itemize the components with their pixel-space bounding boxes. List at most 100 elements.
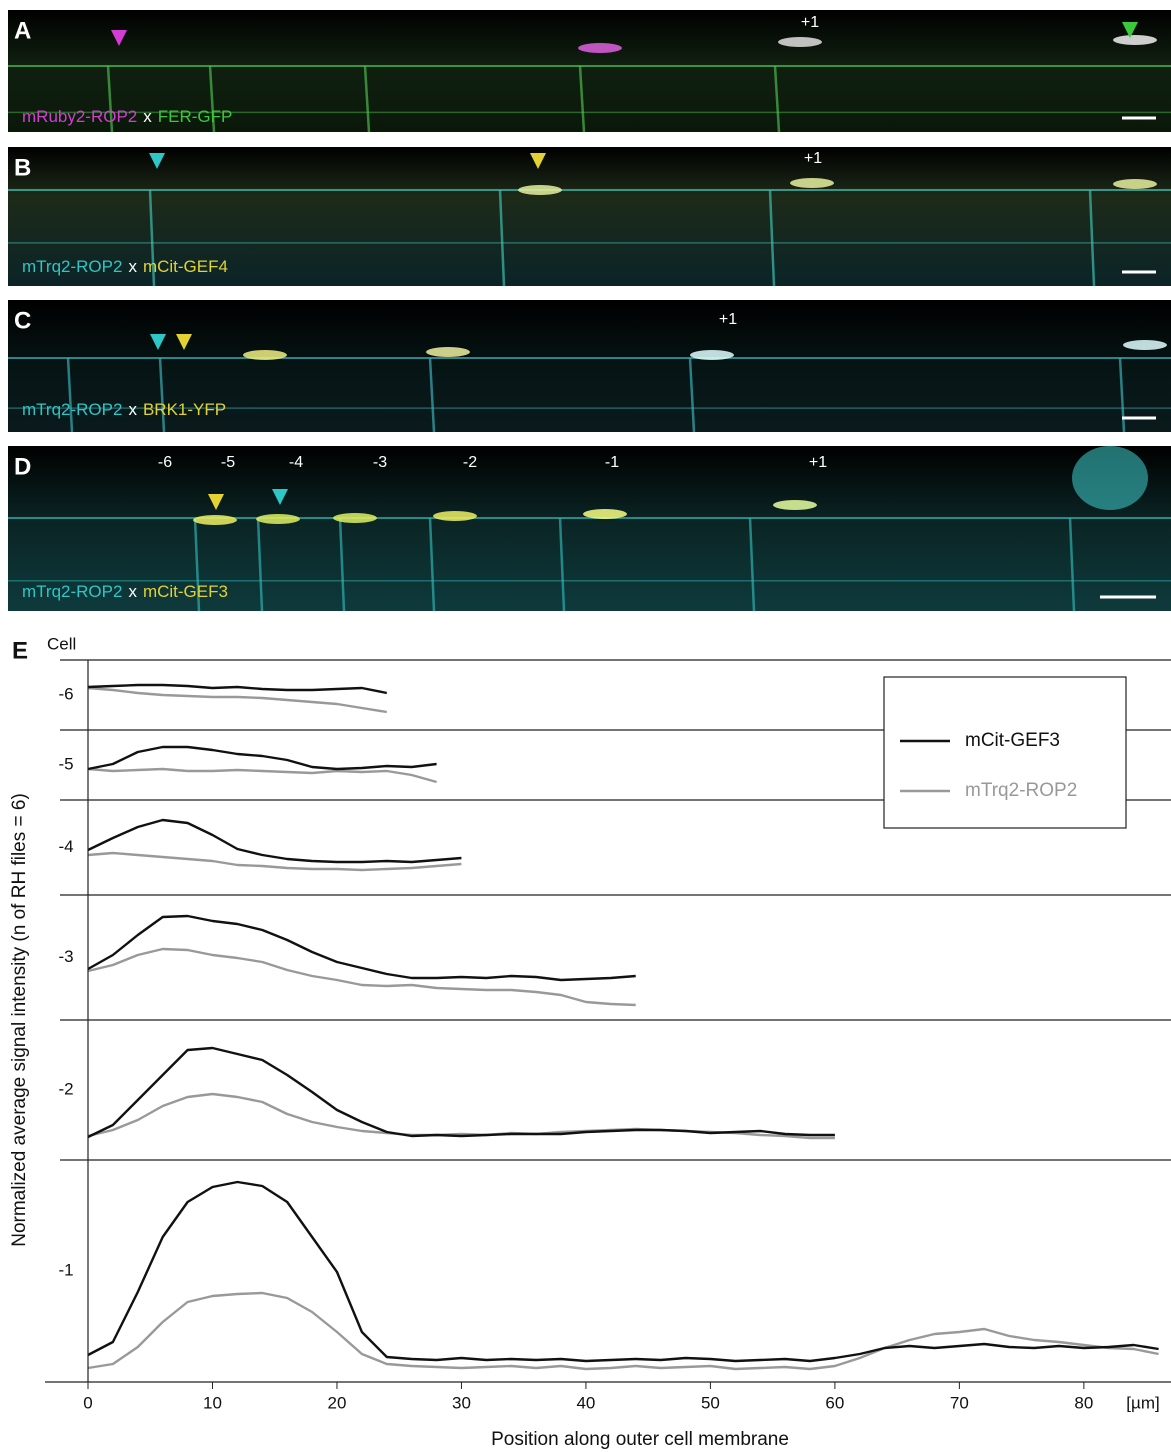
caption-part: mCit-GEF4 [143, 257, 228, 276]
signal-cap [790, 178, 834, 188]
cell-wall [208, 65, 216, 133]
cell-wall [578, 65, 586, 133]
caption-part: x [128, 582, 137, 601]
arrowhead [530, 153, 546, 169]
signal-cap [243, 350, 287, 360]
caption-part: mTrq2-ROP2 [22, 582, 122, 601]
cell-wall [148, 189, 156, 287]
signal-cap [193, 515, 237, 525]
micrograph [8, 10, 1171, 132]
intensity-line [87, 947, 636, 1007]
panel-label: D [14, 453, 31, 480]
panel-label: C [14, 307, 31, 334]
cell-wall [428, 357, 436, 433]
signal-cap [778, 37, 822, 47]
micrograph [8, 147, 1171, 286]
caption-part: x [128, 257, 137, 276]
arrowhead [208, 494, 224, 510]
channel-caption: mRuby2-ROP2 x FER-GFP [22, 107, 232, 126]
cell-wall [498, 189, 506, 287]
signal-cap [1072, 446, 1148, 510]
cell-wall [193, 517, 201, 612]
cell-wall [428, 517, 436, 612]
x-tick-label: 50 [701, 1393, 720, 1412]
signal-cap [690, 350, 734, 360]
channel-caption: mTrq2-ROP2 x BRK1-YFP [22, 400, 226, 419]
cell-wall [158, 357, 166, 433]
micrograph [8, 446, 1171, 611]
intensity-line [87, 683, 388, 695]
row-label: -4 [58, 837, 73, 856]
signal-cap [583, 509, 627, 519]
cell-wall [66, 357, 74, 433]
arrowhead [176, 334, 192, 350]
intensity-line [87, 1046, 835, 1139]
caption-part: x [143, 107, 152, 126]
cell-wall [773, 65, 781, 133]
row-label: -2 [58, 1079, 73, 1098]
panel-label: A [14, 17, 31, 44]
cell-number: -5 [221, 454, 235, 471]
cell-wall [1118, 357, 1126, 433]
cell-wall [256, 517, 264, 612]
panel-label: E [12, 637, 28, 664]
caption-part: mCit-GEF3 [143, 582, 228, 601]
cell-number: +1 [801, 14, 819, 31]
intensity-line [87, 914, 636, 982]
row-header: Cell [47, 634, 76, 653]
intensity-line [87, 745, 437, 771]
x-axis-title: Position along outer cell membrane [491, 1429, 789, 1450]
channel-caption: mTrq2-ROP2 x mCit-GEF4 [22, 257, 228, 276]
caption-part: BRK1-YFP [143, 400, 226, 419]
legend: mCit-GEF3 mTrq2-ROP2 [883, 676, 1127, 829]
cell-number: -6 [158, 454, 172, 471]
signal-cap [578, 43, 622, 53]
legend-label: mCit-GEF3 [965, 730, 1060, 751]
cell-wall [363, 65, 371, 133]
x-tick-label: 20 [328, 1393, 347, 1412]
cell-number: -2 [463, 454, 477, 471]
signal-cap [518, 185, 562, 195]
intensity-line [87, 1291, 1159, 1371]
intensity-line [87, 818, 462, 864]
row-label: -3 [58, 947, 73, 966]
panel-label: B [14, 154, 31, 181]
micrograph [8, 300, 1171, 432]
cell-wall [688, 357, 696, 433]
y-axis-title: Normalized average signal intensity (n o… [9, 793, 30, 1247]
signal-cap [773, 500, 817, 510]
caption-part: FER-GFP [158, 107, 233, 126]
x-tick-label: 70 [950, 1393, 969, 1412]
legend-label: mTrq2-ROP2 [965, 780, 1077, 801]
intensity-line [87, 686, 387, 714]
cell-wall [338, 517, 346, 612]
cell-number: -1 [605, 454, 619, 471]
arrowhead [272, 489, 288, 505]
x-unit: [µm] [1126, 1393, 1159, 1412]
caption-part: mTrq2-ROP2 [22, 257, 122, 276]
signal-cap [1123, 340, 1167, 350]
x-tick-label: 0 [83, 1393, 92, 1412]
signal-cap [426, 347, 470, 357]
cell-number: +1 [804, 150, 822, 167]
cell-wall [558, 517, 566, 612]
cell-number: +1 [809, 454, 827, 471]
row-label: -6 [58, 684, 73, 703]
cell-wall [768, 189, 776, 287]
intensity-line [87, 767, 437, 784]
cell-number: -3 [373, 454, 387, 471]
arrowhead [149, 153, 165, 169]
row-label: -5 [58, 754, 73, 773]
x-tick-label: 40 [576, 1393, 595, 1412]
arrowhead [111, 30, 127, 46]
x-tick-label: 30 [452, 1393, 471, 1412]
channel-caption: mTrq2-ROP2 x mCit-GEF3 [22, 582, 228, 601]
caption-part: mTrq2-ROP2 [22, 400, 122, 419]
x-tick-label: 60 [825, 1393, 844, 1412]
signal-cap [1113, 179, 1157, 189]
cell-number: +1 [719, 311, 737, 328]
intensity-line [87, 1180, 1159, 1363]
intensity-line [87, 851, 462, 872]
